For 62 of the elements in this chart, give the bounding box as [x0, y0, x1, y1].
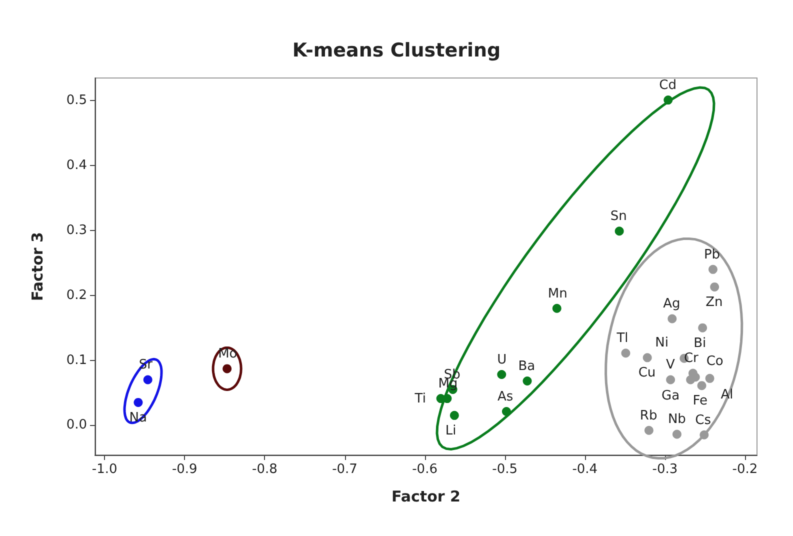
point	[644, 426, 654, 435]
y-tick-label: 0.3	[66, 222, 87, 238]
point	[705, 374, 714, 383]
x-tick-label: -0.6	[412, 462, 438, 477]
point	[450, 410, 459, 420]
annotation: Cr	[684, 351, 700, 366]
annotation: Sn	[610, 209, 627, 224]
annotation: Ga	[662, 388, 680, 404]
x-tick-label: -0.9	[172, 462, 198, 477]
annotation: Rb	[640, 408, 658, 424]
chart-title: K-means Clustering	[292, 40, 501, 62]
point	[522, 376, 532, 386]
point	[708, 264, 718, 274]
annotation: Cd	[659, 78, 676, 94]
y-axis-title: Factor 3	[28, 232, 46, 301]
y-tick-label: 0.5	[66, 93, 87, 108]
point	[642, 353, 652, 362]
y-tick-label: 0.0	[66, 418, 87, 433]
annotation: Cs	[695, 412, 712, 428]
point	[668, 314, 677, 324]
annotation: V	[666, 358, 676, 373]
annotation: As	[497, 390, 514, 405]
x-axis-title: Factor 2	[392, 488, 460, 506]
annotation: Ni	[655, 335, 668, 350]
annotation: Al	[720, 387, 734, 402]
y-tick-label: 0.1	[66, 352, 87, 368]
annotation: Fe	[692, 394, 708, 409]
x-tick-label: -0.5	[492, 462, 518, 477]
annotation: Cu	[638, 366, 656, 381]
x-tick-label: -1.0	[92, 462, 118, 477]
x-tick-label: -0.2	[732, 462, 758, 477]
annotation: Pb	[704, 247, 720, 262]
y-tick-label: 0.4	[66, 158, 87, 174]
annotation: Nb	[668, 412, 686, 428]
point	[134, 398, 143, 407]
point	[686, 375, 696, 384]
annotation: Mo	[218, 346, 238, 362]
annotation: Ag	[663, 296, 680, 312]
x-tick-label: -0.7	[332, 462, 358, 477]
annotation: Bi	[694, 336, 706, 351]
x-tick-label: -0.4	[572, 462, 598, 477]
annotation: Li	[445, 423, 456, 438]
annotation: Tl	[616, 331, 628, 346]
x-tick-label: -0.8	[252, 462, 278, 477]
y-tick-label: 0.2	[66, 288, 87, 303]
annotation: Ba	[518, 359, 536, 374]
point	[697, 381, 706, 390]
point	[710, 282, 720, 292]
point	[672, 430, 682, 439]
point	[497, 370, 506, 380]
annotation: Zn	[706, 294, 723, 310]
annotation: U	[497, 352, 507, 368]
annotation: Co	[706, 354, 724, 370]
annotation: Mn	[548, 286, 568, 302]
point	[666, 375, 676, 384]
point	[143, 375, 152, 384]
point	[552, 304, 562, 313]
annotation: Ti	[414, 392, 426, 407]
point	[614, 226, 624, 236]
x-tick-label: -0.3	[652, 462, 678, 477]
point	[621, 348, 630, 358]
point	[698, 323, 708, 332]
